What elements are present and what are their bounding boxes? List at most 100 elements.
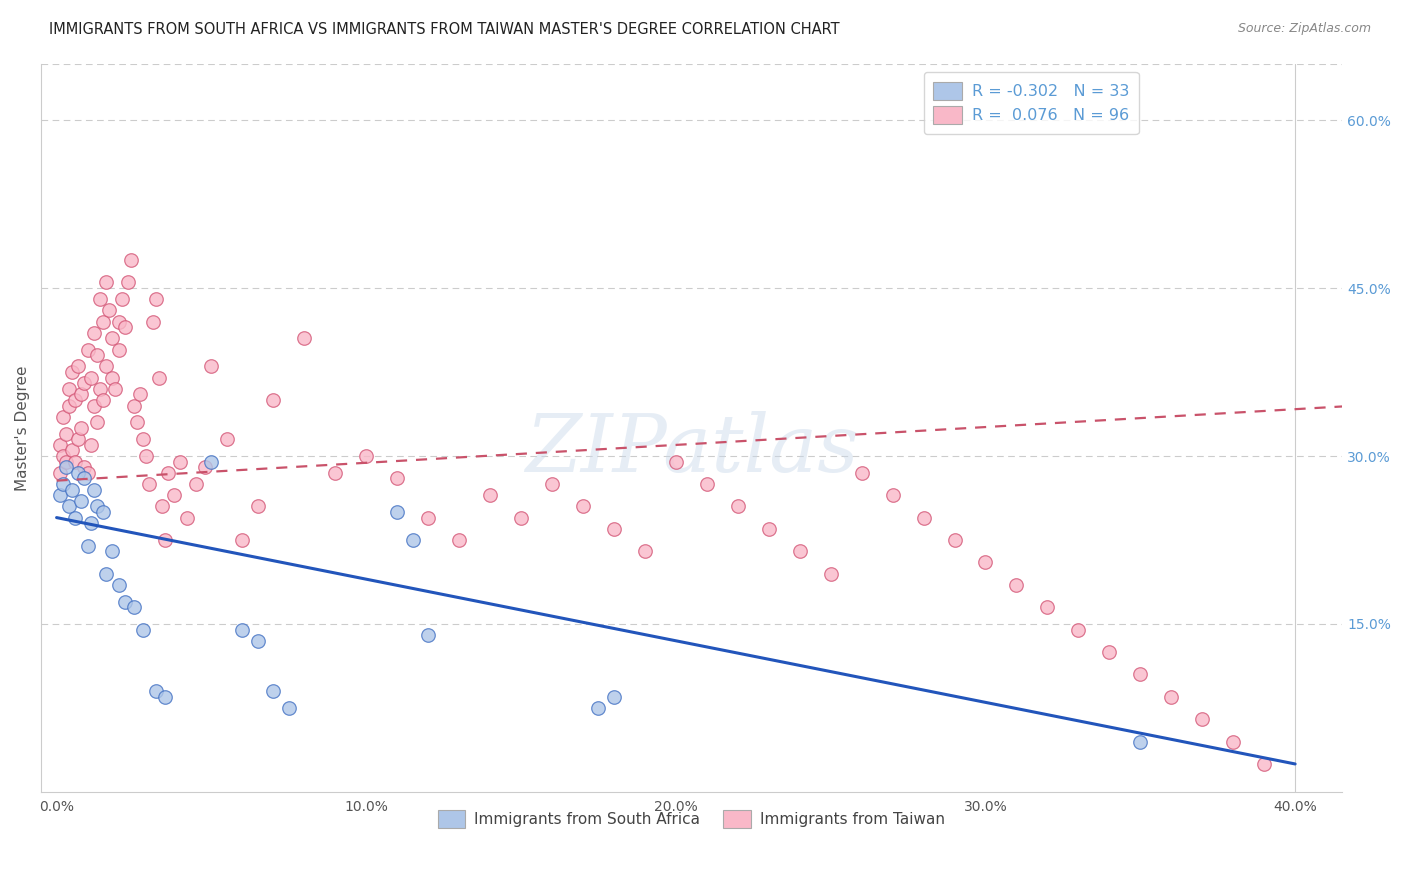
Point xyxy=(385,505,408,519)
Point xyxy=(98,303,121,318)
Point xyxy=(127,416,149,430)
Point xyxy=(120,253,142,268)
Point xyxy=(60,443,83,458)
Point xyxy=(194,460,217,475)
Point xyxy=(820,566,842,581)
Point xyxy=(122,399,145,413)
Point xyxy=(55,426,77,441)
Point xyxy=(132,432,155,446)
Point xyxy=(851,466,873,480)
Point xyxy=(73,460,96,475)
Point xyxy=(107,578,129,592)
Point xyxy=(91,315,114,329)
Point xyxy=(67,466,90,480)
Point xyxy=(89,382,111,396)
Point xyxy=(58,382,80,396)
Point xyxy=(79,370,101,384)
Point xyxy=(1005,578,1028,592)
Point xyxy=(60,365,83,379)
Point xyxy=(418,510,440,524)
Point xyxy=(73,376,96,391)
Point xyxy=(79,438,101,452)
Point xyxy=(246,633,269,648)
Point xyxy=(70,493,93,508)
Point xyxy=(117,276,139,290)
Point xyxy=(148,370,170,384)
Point xyxy=(1160,690,1182,704)
Point xyxy=(132,623,155,637)
Point xyxy=(89,292,111,306)
Point xyxy=(1129,734,1152,748)
Point xyxy=(418,628,440,642)
Point xyxy=(354,449,377,463)
Point xyxy=(277,701,299,715)
Point xyxy=(107,343,129,357)
Y-axis label: Master's Degree: Master's Degree xyxy=(15,365,30,491)
Point xyxy=(48,488,70,502)
Point xyxy=(79,516,101,531)
Point xyxy=(73,471,96,485)
Point xyxy=(572,500,595,514)
Point xyxy=(122,600,145,615)
Point xyxy=(323,466,346,480)
Point xyxy=(91,505,114,519)
Point xyxy=(634,544,657,558)
Point xyxy=(402,533,425,547)
Point xyxy=(758,522,780,536)
Point xyxy=(91,392,114,407)
Point xyxy=(142,315,165,329)
Point xyxy=(58,500,80,514)
Point xyxy=(76,343,98,357)
Point xyxy=(153,533,176,547)
Point xyxy=(48,438,70,452)
Point xyxy=(510,510,533,524)
Point xyxy=(101,370,124,384)
Legend: Immigrants from South Africa, Immigrants from Taiwan: Immigrants from South Africa, Immigrants… xyxy=(430,802,953,835)
Point xyxy=(727,500,749,514)
Point xyxy=(83,399,105,413)
Point xyxy=(200,454,222,468)
Point xyxy=(1036,600,1059,615)
Point xyxy=(479,488,502,502)
Point xyxy=(1222,734,1244,748)
Text: ZIPatlas: ZIPatlas xyxy=(524,411,858,489)
Point xyxy=(67,432,90,446)
Point xyxy=(882,488,904,502)
Point xyxy=(55,460,77,475)
Point xyxy=(70,387,93,401)
Point xyxy=(603,522,626,536)
Text: IMMIGRANTS FROM SOUTH AFRICA VS IMMIGRANTS FROM TAIWAN MASTER'S DEGREE CORRELATI: IMMIGRANTS FROM SOUTH AFRICA VS IMMIGRAN… xyxy=(49,22,839,37)
Point xyxy=(385,471,408,485)
Point xyxy=(262,684,284,698)
Point xyxy=(176,510,198,524)
Point xyxy=(114,594,136,608)
Point xyxy=(83,326,105,340)
Point xyxy=(696,477,718,491)
Point xyxy=(86,348,108,362)
Point xyxy=(114,320,136,334)
Point xyxy=(104,382,127,396)
Point xyxy=(200,359,222,374)
Point xyxy=(789,544,811,558)
Point xyxy=(48,466,70,480)
Point xyxy=(52,477,75,491)
Point xyxy=(94,566,117,581)
Point xyxy=(76,539,98,553)
Point xyxy=(129,387,152,401)
Point xyxy=(70,421,93,435)
Text: Source: ZipAtlas.com: Source: ZipAtlas.com xyxy=(1237,22,1371,36)
Point xyxy=(76,466,98,480)
Point xyxy=(246,500,269,514)
Point xyxy=(83,483,105,497)
Point xyxy=(58,399,80,413)
Point xyxy=(101,544,124,558)
Point xyxy=(145,292,167,306)
Point xyxy=(1098,645,1121,659)
Point xyxy=(603,690,626,704)
Point xyxy=(912,510,935,524)
Point xyxy=(231,533,253,547)
Point xyxy=(86,500,108,514)
Point xyxy=(94,359,117,374)
Point xyxy=(63,392,86,407)
Point xyxy=(63,454,86,468)
